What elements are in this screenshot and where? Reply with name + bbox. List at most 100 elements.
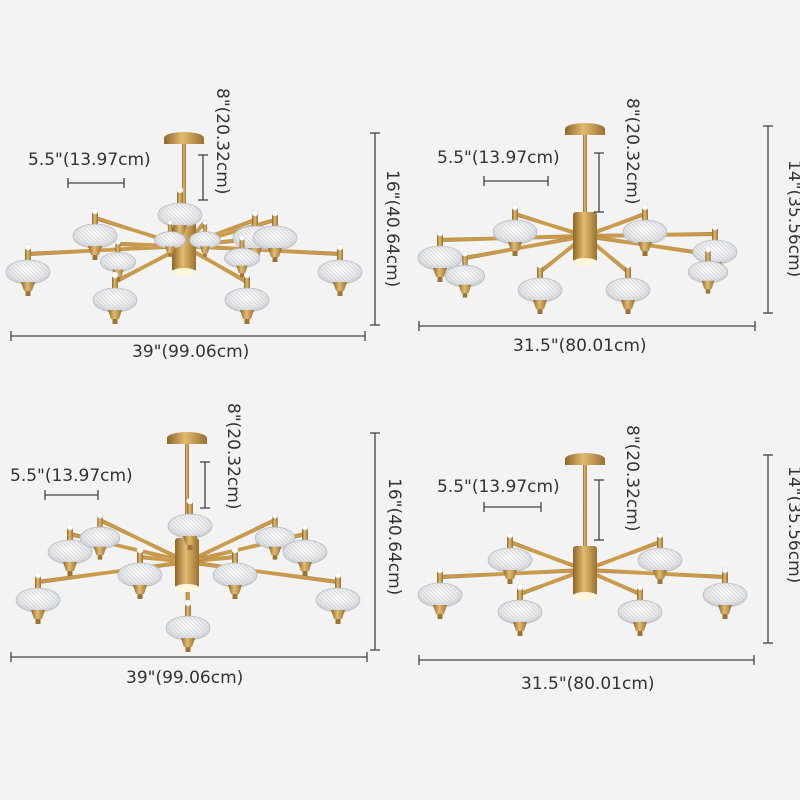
stem-rod [583,135,587,216]
bulb [334,571,342,579]
shade-cap [533,300,547,309]
arm-line [463,234,587,260]
bulb [231,546,239,554]
glass-texture [493,220,537,244]
stem-rod [182,144,186,226]
shade-finial [137,594,143,599]
lamp-socket [712,228,718,242]
glass-texture [623,220,667,244]
shade-finial [337,291,343,296]
glass-texture [418,246,462,270]
lamp-socket [657,536,663,550]
bulb [636,583,644,591]
hub-light [573,258,597,266]
glass-texture [316,588,360,612]
width-label-2: 31.5"(80.01cm) [513,336,647,356]
shade-cap [508,242,522,251]
lamp-socket [437,571,443,585]
lamp-socket [625,266,631,280]
shade-cap [240,310,254,319]
glass-texture [154,231,186,249]
lamp-socket [272,516,278,529]
glass-texture [225,288,269,312]
bulb [721,566,729,574]
hub-light [573,592,597,600]
glass-texture [418,583,462,607]
glass-texture [166,616,210,640]
lamp-socket [137,551,143,565]
shade-finial [187,545,193,550]
shade-finial [112,319,118,324]
lamp-socket [722,571,728,585]
glass-texture [703,583,747,607]
height-label-2: 14"(35.56cm) [784,160,800,278]
glass-texture [618,600,662,624]
shade-cap [108,310,122,319]
glass-texture [518,278,562,302]
shade-cap [638,242,652,251]
lamp-socket [642,208,648,222]
shade-cap [621,300,635,309]
hub-light [175,584,199,592]
bulb [436,566,444,574]
height-label-3: 16"(40.64cm) [384,478,404,596]
shade-cap [21,282,35,291]
glass-texture [80,527,120,549]
bulb [176,186,184,194]
shade-finial [25,291,31,296]
width-label-4: 31.5"(80.01cm) [521,674,655,694]
shade-cap [63,562,77,571]
bulb [336,243,344,251]
glass-texture [213,563,257,587]
glass-texture [255,527,295,549]
bulb [461,250,468,257]
lamp-socket [272,214,278,228]
bulb [66,523,74,531]
shade-finial [302,571,308,576]
shade-finial [272,257,278,262]
bulb [24,243,32,251]
bulb [167,220,173,225]
glass-texture [93,288,137,312]
lamp-socket [112,276,118,290]
shade-cap [503,570,517,579]
shade-cap [298,562,312,571]
hub-light [172,268,196,276]
shade-cap [133,585,147,594]
lamp-socket [637,588,643,602]
shade-width-label-3: 5.5"(13.97cm) [10,466,133,486]
glass-texture [498,600,542,624]
ceiling-canopy-side [164,138,204,144]
shade-cap [236,265,248,274]
bulb [536,261,544,269]
stem-height-label-1: 8"(20.32cm) [212,88,232,195]
shade-cap [200,246,210,254]
stem-rod [185,444,189,542]
shade-cap [173,225,187,234]
bulb [301,523,309,531]
glass-texture [158,203,202,227]
lamp-socket [239,238,245,250]
bulb [111,271,119,279]
glass-texture [73,224,117,248]
lamp-socket [335,576,341,590]
bulb [97,512,104,519]
bulb [136,546,144,554]
bulb [91,207,99,215]
shade-cap [88,246,102,255]
glass-texture [445,265,485,287]
width-label-1: 39"(99.06cm) [132,342,250,362]
shade-finial [512,251,518,256]
shade-finial [437,614,443,619]
shade-width-label-2: 5.5"(13.97cm) [437,148,560,168]
shade-cap [165,246,175,254]
bulb [656,531,664,539]
shade-finial [335,619,341,624]
glass-texture [318,260,362,284]
bulb [271,209,279,217]
shade-cap [633,622,647,631]
bulb [251,209,259,217]
shade-cap [653,570,667,579]
lamp-socket [177,191,183,205]
glass-texture [693,240,737,264]
